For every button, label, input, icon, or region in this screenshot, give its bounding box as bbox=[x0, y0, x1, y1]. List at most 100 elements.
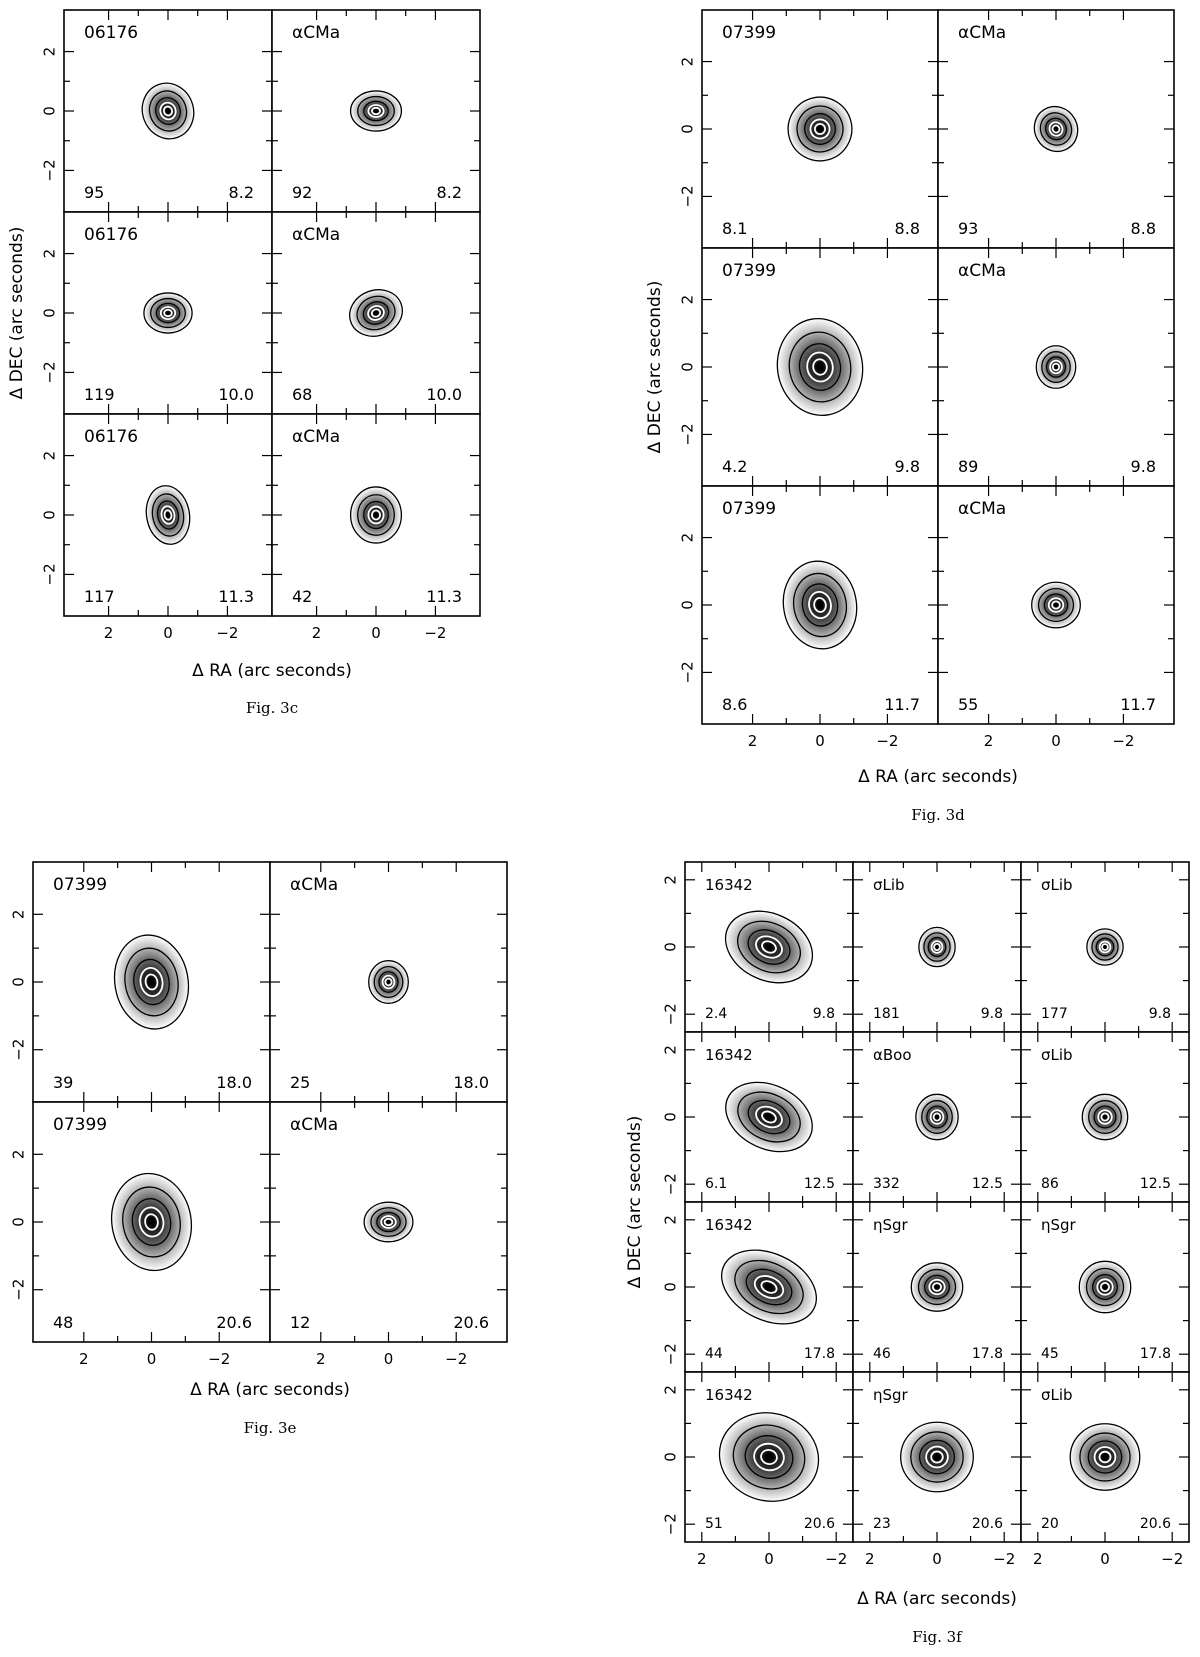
psf-panel: ηSgr 46 17.8 bbox=[852, 1201, 1022, 1373]
x-axis-title: Δ RA (arc seconds) bbox=[190, 1380, 350, 1400]
contour-peak bbox=[1054, 364, 1058, 370]
x-axis-title: Δ RA (arc seconds) bbox=[192, 661, 352, 681]
x-tick-label: 0 bbox=[147, 1350, 157, 1368]
contour-level bbox=[917, 1268, 957, 1306]
contour-peak bbox=[816, 600, 824, 610]
contour-level bbox=[1087, 1440, 1123, 1474]
psf-image bbox=[1069, 1423, 1141, 1491]
contour-level bbox=[1095, 937, 1115, 957]
psf-panel: 07399 4.2 9.8 2 0 −2 bbox=[679, 247, 939, 487]
contour-peak bbox=[1102, 1114, 1108, 1120]
contour-inner bbox=[808, 590, 832, 620]
x-tick-label: 2 bbox=[865, 1550, 875, 1568]
y-tick-label: 0 bbox=[10, 977, 28, 987]
y-tick-label: 2 bbox=[10, 1150, 28, 1160]
contour-peak bbox=[1102, 1284, 1108, 1290]
psf-panel: αBoo 332 12.5 bbox=[852, 1031, 1022, 1203]
contour-level bbox=[363, 500, 389, 530]
contour-inner bbox=[932, 1112, 942, 1122]
psf-panel: 07399 48 20.6 2 0 −2 2 0 −2 bbox=[10, 1101, 271, 1368]
panel-source-label: 07399 bbox=[722, 499, 776, 519]
panel-source-label: αCMa bbox=[958, 499, 1006, 519]
y-tick-label: −2 bbox=[41, 159, 59, 181]
psf-panel: 16342 2.4 9.8 2 0 −2 bbox=[662, 861, 854, 1033]
x-tick-label: 0 bbox=[1100, 1550, 1110, 1568]
contour-level bbox=[910, 1431, 964, 1483]
contour-peak bbox=[1053, 126, 1059, 132]
panel-wavelength-label: 20.6 bbox=[804, 1516, 835, 1532]
contour-inner bbox=[380, 1215, 397, 1229]
contour-level bbox=[362, 301, 390, 325]
contour-inner bbox=[1051, 362, 1061, 372]
y-tick-label: 0 bbox=[679, 124, 697, 134]
contour-inner bbox=[929, 1109, 945, 1125]
panel-wavelength-label: 11.7 bbox=[1120, 695, 1156, 714]
psf-image bbox=[1031, 581, 1081, 629]
panel-source-label: σLib bbox=[1041, 1386, 1073, 1404]
contour-level bbox=[1039, 112, 1073, 146]
contour-inner bbox=[925, 1445, 949, 1469]
panel-count-label: 89 bbox=[958, 457, 978, 476]
contour-level bbox=[918, 1439, 956, 1475]
contour-level bbox=[1091, 933, 1119, 961]
contour-inner bbox=[367, 104, 385, 118]
psf-panel: αCMa 55 11.7 2 0 −2 bbox=[937, 485, 1175, 750]
contour-inner bbox=[755, 1105, 783, 1129]
x-tick-label: 0 bbox=[764, 1550, 774, 1568]
contour-inner bbox=[1051, 600, 1061, 610]
panel-source-label: 07399 bbox=[722, 261, 776, 281]
panel-count-label: 46 bbox=[873, 1346, 891, 1362]
panel-count-label: 181 bbox=[873, 1006, 900, 1022]
psf-panel: αCMa 42 11.3 2 0 −2 bbox=[271, 413, 481, 642]
contour-inner bbox=[753, 1275, 785, 1299]
x-tick-label: 2 bbox=[312, 624, 322, 642]
panel-wavelength-label: 20.6 bbox=[453, 1313, 489, 1332]
contour-level bbox=[1037, 587, 1075, 623]
x-tick-label: 2 bbox=[1033, 1550, 1043, 1568]
panel-source-label: αCMa bbox=[292, 427, 340, 447]
panel-source-label: 16342 bbox=[705, 1216, 753, 1234]
panel-wavelength-label: 11.7 bbox=[884, 695, 920, 714]
contour-peak bbox=[1101, 1453, 1109, 1461]
panel-source-label: ηSgr bbox=[873, 1216, 909, 1234]
psf-image bbox=[718, 1412, 820, 1502]
x-tick-label: 0 bbox=[932, 1550, 942, 1568]
panel-count-label: 48 bbox=[53, 1313, 73, 1332]
psf-image bbox=[900, 1421, 974, 1493]
y-tick-label: −2 bbox=[662, 1173, 680, 1195]
psf-image bbox=[1033, 105, 1079, 153]
contour-inner bbox=[1099, 1281, 1111, 1293]
panel-wavelength-label: 9.8 bbox=[895, 457, 920, 476]
psf-image bbox=[110, 1172, 193, 1272]
y-tick-label: 0 bbox=[41, 510, 59, 520]
contour-level bbox=[357, 494, 395, 536]
contour-inner bbox=[1051, 124, 1061, 134]
y-tick-label: 0 bbox=[41, 308, 59, 318]
psf-image bbox=[915, 1093, 959, 1141]
x-tick-label: 0 bbox=[384, 1350, 394, 1368]
contour-inner bbox=[930, 940, 944, 954]
psf-panel: ηSgr 45 17.8 bbox=[1020, 1201, 1190, 1373]
psf-image bbox=[1035, 345, 1077, 389]
contour-level bbox=[1092, 1274, 1118, 1300]
contour-peak bbox=[1053, 602, 1059, 608]
y-tick-label: 2 bbox=[662, 1045, 680, 1055]
x-tick-label: 2 bbox=[316, 1350, 326, 1368]
x-tick-label: −2 bbox=[445, 1350, 467, 1368]
contour-inner bbox=[760, 1449, 778, 1465]
psf-image bbox=[1086, 928, 1124, 966]
contour-inner bbox=[1098, 1450, 1112, 1464]
contour-inner bbox=[1048, 121, 1064, 137]
y-axis-title: Δ DEC (arc seconds) bbox=[7, 227, 27, 400]
panel-count-label: 93 bbox=[958, 219, 978, 238]
panel-wavelength-label: 12.5 bbox=[1140, 1176, 1171, 1192]
contour-level bbox=[356, 295, 396, 331]
contour-inner bbox=[163, 308, 173, 318]
panel-wavelength-label: 20.6 bbox=[1140, 1516, 1171, 1532]
contour-level bbox=[737, 920, 801, 974]
psf-panel: αCMa 89 9.8 bbox=[937, 247, 1175, 487]
psf-panel: αCMa 25 18.0 bbox=[269, 861, 508, 1103]
psf-image bbox=[1078, 1260, 1132, 1314]
